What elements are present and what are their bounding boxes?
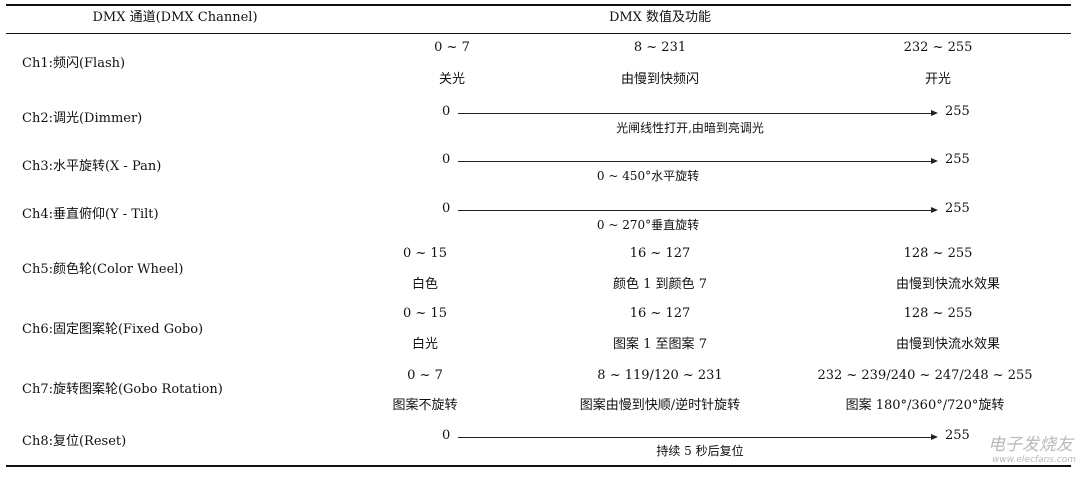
function: 由慢到快频闪 (620, 72, 700, 87)
range-end: 255 (945, 428, 970, 443)
function: 开光 (924, 72, 952, 87)
top-rule (6, 4, 1071, 6)
channel-label: Ch4:垂直俯仰(Y - Tilt) (22, 207, 159, 222)
range-arrow (458, 158, 938, 164)
range-start: 0 (442, 152, 451, 167)
range: 8 ~ 119/120 ~ 231 (597, 368, 723, 383)
range-end: 255 (945, 201, 970, 216)
bottom-rule (6, 465, 1071, 467)
function: 图案不旋转 (392, 398, 458, 413)
range-start: 0 (442, 428, 451, 443)
watermark-logo: 电子发烧友 www.elecfans.com (988, 436, 1076, 466)
watermark-name: 电子发烧友 (988, 435, 1073, 455)
header-rule (6, 33, 1071, 34)
channel-label: Ch1:频闪(Flash) (22, 56, 126, 71)
watermark-url: www.elecfans.com (992, 455, 1077, 465)
range: 128 ~ 255 (903, 306, 973, 321)
function: 光闸线性打开,由暗到亮调光 (616, 121, 764, 135)
range: 232 ~ 255 (903, 40, 973, 55)
range-start: 0 (442, 201, 451, 216)
range: 128 ~ 255 (903, 246, 973, 261)
range: 16 ~ 127 (629, 306, 691, 321)
range: 0 ~ 15 (403, 306, 447, 321)
function: 图案 180°/360°/720°旋转 (845, 398, 1005, 413)
range-arrow (458, 110, 938, 116)
function: 白光 (411, 337, 439, 352)
range: 8 ~ 231 (633, 40, 687, 55)
header-values: DMX 数值及功能 (608, 10, 712, 25)
range: 0 ~ 15 (403, 246, 447, 261)
function: 0 ~ 270°垂直旋转 (596, 218, 700, 232)
function: 关光 (438, 72, 466, 87)
function: 白色 (411, 277, 439, 292)
function: 由慢到快流水效果 (895, 277, 1001, 292)
range: 16 ~ 127 (629, 246, 691, 261)
function: 颜色 1 到颜色 7 (613, 277, 707, 292)
range: 0 ~ 7 (407, 368, 443, 383)
range-arrow (458, 434, 938, 440)
range-start: 0 (442, 104, 451, 119)
channel-label: Ch5:颜色轮(Color Wheel) (22, 262, 184, 277)
function: 持续 5 秒后复位 (656, 444, 744, 458)
range-arrow (458, 207, 938, 213)
function: 由慢到快流水效果 (895, 337, 1001, 352)
channel-label: Ch7:旋转图案轮(Gobo Rotation) (22, 382, 223, 397)
header-channel: DMX 通道(DMX Channel) (92, 10, 258, 25)
channel-label: Ch3:水平旋转(X - Pan) (22, 159, 162, 174)
channel-label: Ch6:固定图案轮(Fixed Gobo) (22, 322, 204, 337)
range-end: 255 (945, 152, 970, 167)
range-end: 255 (945, 104, 970, 119)
range: 0 ~ 7 (434, 40, 470, 55)
channel-label: Ch2:调光(Dimmer) (22, 111, 143, 126)
function: 0 ~ 450°水平旋转 (596, 169, 700, 183)
function: 图案 1 至图案 7 (613, 337, 707, 352)
channel-label: Ch8:复位(Reset) (22, 434, 127, 449)
range: 232 ~ 239/240 ~ 247/248 ~ 255 (817, 368, 1033, 383)
function: 图案由慢到快顺/逆时针旋转 (579, 398, 741, 413)
